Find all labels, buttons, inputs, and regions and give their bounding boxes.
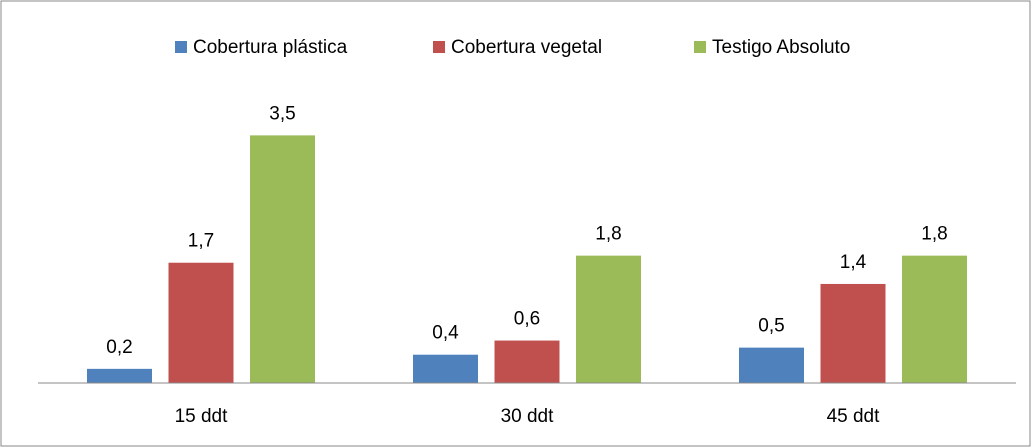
x-tick-label: 45 ddt <box>827 406 881 427</box>
bar <box>250 135 315 383</box>
legend-label: Cobertura vegetal <box>451 37 602 58</box>
x-tick-label: 15 ddt <box>175 406 229 427</box>
data-label: 3,5 <box>269 103 295 124</box>
bar <box>576 255 641 383</box>
data-label: 0,4 <box>432 323 459 344</box>
legend-swatch <box>433 41 445 53</box>
data-label: 0,6 <box>514 309 540 330</box>
bar <box>820 283 886 383</box>
bar <box>739 347 804 383</box>
data-label: 0,2 <box>106 337 132 358</box>
legend-label: Testigo Absoluto <box>712 37 850 58</box>
legend-label: Cobertura plástica <box>193 37 348 58</box>
bar <box>168 262 234 383</box>
bar <box>413 354 478 383</box>
data-label: 1,8 <box>921 224 947 245</box>
legend-swatch <box>175 41 187 53</box>
bar <box>902 255 967 383</box>
data-label: 0,5 <box>758 316 784 337</box>
x-tick-label: 30 ddt <box>501 406 555 427</box>
data-label: 1,8 <box>595 224 621 245</box>
legend-swatch <box>694 41 706 53</box>
bar <box>494 340 560 383</box>
data-label: 1,4 <box>840 252 867 273</box>
bar <box>87 368 152 383</box>
data-label: 1,7 <box>188 231 214 252</box>
